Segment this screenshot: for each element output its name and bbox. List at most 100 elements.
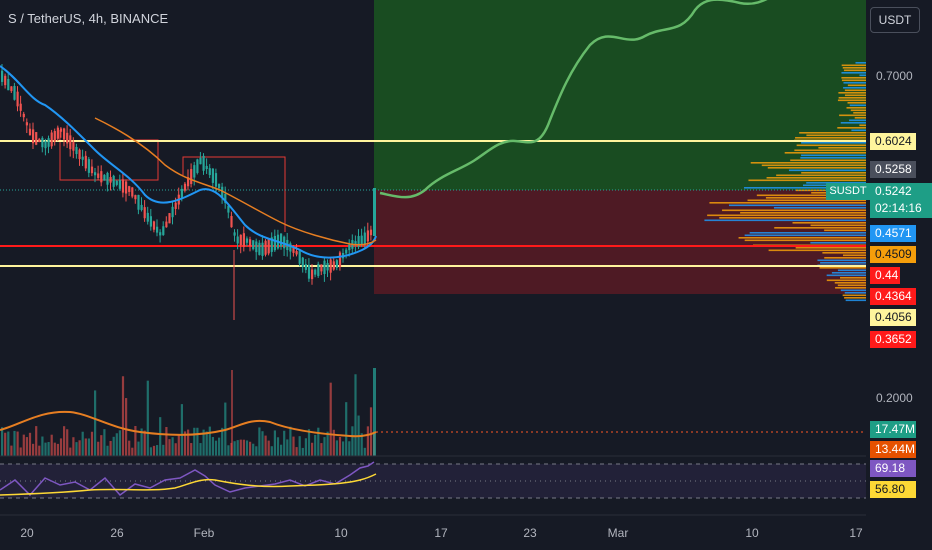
volume-bar[interactable] — [10, 445, 13, 456]
volume-bar[interactable] — [320, 443, 323, 456]
candle-body[interactable] — [4, 75, 7, 86]
volume-bar[interactable] — [22, 434, 25, 456]
volume-bar[interactable] — [354, 374, 357, 456]
volume-bar[interactable] — [125, 398, 128, 456]
candle-body[interactable] — [183, 183, 187, 191]
candle-body[interactable] — [345, 249, 348, 254]
candle-body[interactable] — [168, 213, 171, 224]
volume-bar[interactable] — [87, 438, 90, 456]
volume-bar[interactable] — [84, 438, 87, 456]
candle-body[interactable] — [7, 79, 10, 91]
volume-bar[interactable] — [338, 436, 342, 456]
volume-bar[interactable] — [351, 426, 354, 456]
volume-bar[interactable] — [345, 402, 348, 456]
volume-bar[interactable] — [252, 443, 255, 456]
candle-body[interactable] — [295, 251, 298, 255]
candle-body[interactable] — [199, 157, 202, 165]
candle-body[interactable] — [134, 195, 137, 200]
candle-body[interactable] — [22, 113, 25, 118]
volume-bar[interactable] — [41, 436, 44, 456]
volume-bar[interactable] — [196, 427, 199, 456]
candle-body[interactable] — [249, 239, 252, 247]
candle-body[interactable] — [245, 238, 249, 243]
candle-body[interactable] — [373, 188, 376, 236]
volume-bars[interactable] — [1, 368, 376, 456]
volume-bar[interactable] — [208, 426, 211, 456]
candle-body[interactable] — [81, 156, 84, 160]
candle-body[interactable] — [38, 138, 41, 143]
candle-body[interactable] — [348, 244, 351, 251]
volume-bar[interactable] — [264, 435, 267, 456]
candle-body[interactable] — [140, 204, 143, 211]
candle-body[interactable] — [1, 70, 4, 82]
candle-body[interactable] — [221, 186, 224, 198]
candle-body[interactable] — [131, 187, 134, 197]
volume-bar[interactable] — [78, 440, 81, 456]
candle-body[interactable] — [239, 234, 242, 246]
volume-bar[interactable] — [242, 439, 245, 456]
candle-body[interactable] — [180, 188, 183, 198]
volume-bar[interactable] — [63, 426, 66, 456]
volume-bar[interactable] — [373, 368, 376, 456]
volume-bar[interactable] — [44, 442, 47, 456]
volume-bar[interactable] — [187, 429, 190, 456]
candle-body[interactable] — [32, 129, 35, 144]
candle-body[interactable] — [205, 165, 208, 169]
volume-bar[interactable] — [32, 443, 35, 456]
candle-body[interactable] — [53, 130, 56, 142]
candle-body[interactable] — [152, 221, 156, 230]
volume-bar[interactable] — [13, 430, 16, 456]
volume-bar[interactable] — [236, 440, 239, 456]
candle-body[interactable] — [283, 236, 286, 249]
candle-body[interactable] — [214, 173, 218, 187]
candle-body[interactable] — [159, 232, 162, 236]
candle-body[interactable] — [236, 236, 239, 244]
candle-body[interactable] — [273, 235, 276, 251]
candle-body[interactable] — [354, 241, 357, 245]
volume-bar[interactable] — [56, 443, 59, 456]
volume-bar[interactable] — [7, 431, 10, 456]
candle-body[interactable] — [72, 142, 75, 151]
candle-body[interactable] — [103, 174, 106, 181]
candle-body[interactable] — [47, 138, 50, 147]
volume-bar[interactable] — [332, 429, 335, 456]
volume-bar[interactable] — [28, 432, 32, 456]
volume-bar[interactable] — [103, 429, 106, 456]
volume-bar[interactable] — [171, 437, 174, 456]
candle-body[interactable] — [307, 264, 311, 279]
candle-body[interactable] — [66, 132, 69, 144]
candle-body[interactable] — [137, 194, 140, 210]
candle-body[interactable] — [187, 177, 190, 187]
volume-bar[interactable] — [115, 433, 118, 456]
candle-body[interactable] — [35, 132, 38, 145]
candle-body[interactable] — [335, 260, 338, 268]
candle-body[interactable] — [326, 262, 329, 271]
candle-body[interactable] — [332, 261, 335, 270]
candle-body[interactable] — [242, 233, 245, 247]
candle-body[interactable] — [289, 243, 292, 252]
candle-body[interactable] — [90, 166, 94, 174]
volume-bar[interactable] — [307, 429, 311, 456]
candle-body[interactable] — [357, 236, 360, 247]
candle-body[interactable] — [115, 180, 118, 185]
volume-bar[interactable] — [168, 439, 171, 456]
volume-bar[interactable] — [366, 426, 369, 456]
volume-bar[interactable] — [342, 441, 345, 456]
candle-body[interactable] — [314, 269, 317, 275]
candle-body[interactable] — [13, 85, 16, 100]
candle-body[interactable] — [10, 86, 13, 92]
volume-bar[interactable] — [211, 436, 214, 456]
volume-bar[interactable] — [19, 447, 22, 456]
volume-bar[interactable] — [245, 440, 249, 456]
candle-body[interactable] — [211, 168, 214, 183]
volume-bar[interactable] — [72, 437, 75, 456]
volume-bar[interactable] — [218, 437, 221, 456]
volume-bar[interactable] — [47, 442, 50, 456]
candle-body[interactable] — [121, 179, 125, 193]
volume-bar[interactable] — [329, 382, 332, 456]
volume-bar[interactable] — [335, 440, 338, 456]
volume-bar[interactable] — [276, 437, 280, 456]
volume-bar[interactable] — [1, 427, 4, 456]
volume-bar[interactable] — [118, 430, 121, 456]
